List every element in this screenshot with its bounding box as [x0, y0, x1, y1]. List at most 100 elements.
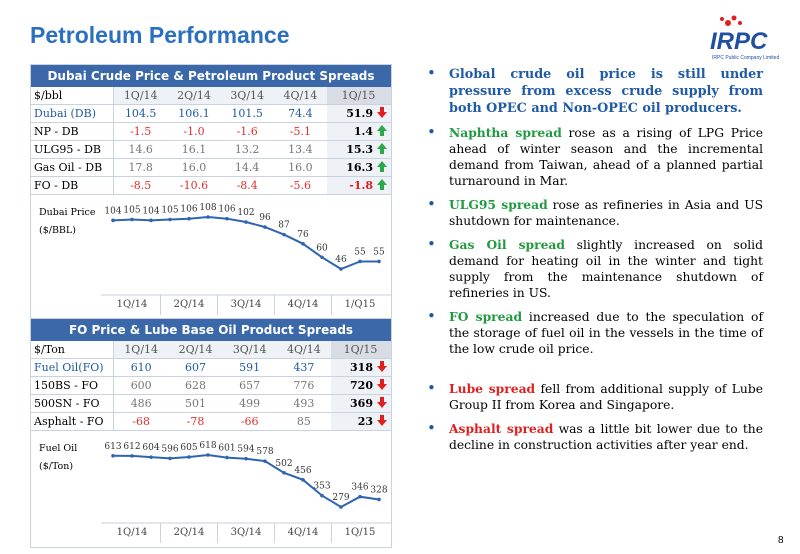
table-cell: 16.1 [167, 140, 221, 159]
point [111, 453, 115, 458]
table-cell: Dubai (DB) [31, 104, 114, 123]
trend-arrow [377, 397, 387, 408]
point [130, 454, 134, 458]
cell-text: 318 [350, 361, 373, 374]
header-row: $/Ton 1Q/14 2Q/14 3Q/14 4Q/14 1Q/15 [31, 341, 391, 359]
table-cell: 486 [113, 394, 169, 413]
bullet-highlight: FO spread [449, 309, 523, 324]
header-cell: 1Q/15 [326, 87, 391, 105]
data-label: 456 [294, 466, 311, 476]
chart-label: Dubai Price [39, 207, 96, 218]
point [263, 225, 267, 229]
panel-2: FO Price & Lube Base Oil Product Spreads… [30, 318, 392, 548]
line-chart: 1Q/14 2Q/14 3Q/14 4Q/14 1Q/15 Fuel Oil ($/Ton)… [39, 441, 391, 543]
table-row: Fuel Oil(FO) 610 607 591 437 318 [31, 358, 391, 377]
trend-arrow [377, 107, 387, 118]
table-cell: 501 [168, 394, 223, 413]
point [225, 455, 229, 460]
point [111, 218, 115, 223]
header-cell: $/bbl [31, 87, 114, 105]
table-cell: 776 [276, 376, 331, 395]
bullet-highlight: Naphtha spread [449, 125, 562, 140]
point [301, 242, 305, 246]
data-label: 96 [259, 213, 271, 223]
header-row: $/bbl 1Q/14 2Q/14 3Q/14 4Q/14 1Q/15 [31, 87, 391, 105]
data-label: 76 [297, 230, 309, 240]
point [206, 453, 210, 457]
cell-text: 51.9 [346, 107, 373, 120]
table-cell: 657 [222, 376, 277, 395]
table-row: 500SN - FO 486 501 499 493 369 [31, 394, 391, 413]
page-number: 8 [778, 535, 784, 546]
point [187, 216, 191, 221]
table: $/bbl 1Q/14 2Q/14 3Q/14 4Q/14 1Q/15 Dubai (DB)… [31, 87, 391, 195]
table-cell: NP - DB [31, 122, 114, 141]
table-cell: -68 [113, 412, 169, 431]
point [149, 455, 153, 459]
point [168, 217, 172, 222]
data-label: 105 [123, 206, 140, 216]
table-cell: 628 [168, 376, 223, 395]
arrow-shape [377, 361, 387, 372]
point [377, 259, 381, 264]
panel-1: Dubai Crude Price & Petroleum Product Sp… [30, 64, 392, 322]
table-cell: 500SN - FO [31, 394, 114, 413]
table-cell: 51.9 [326, 104, 391, 123]
x-label: 1/Q15 [345, 299, 376, 310]
bullet-highlight: Asphalt spread [449, 421, 554, 436]
data-label: 594 [237, 445, 254, 455]
point [339, 505, 343, 509]
bullet-text: was a little bit lower due to the declin… [449, 422, 763, 452]
header-cell: 1Q/14 [113, 341, 169, 359]
line-chart: 1Q/14 2Q/14 3Q/14 4Q/14 1/Q15 Dubai Price ($/B… [39, 203, 391, 315]
bullet: Lube spread fell from additional supply … [425, 380, 763, 413]
trend-arrow [377, 415, 387, 426]
bullet-highlight: Lube spread [449, 381, 536, 396]
logo-dots [720, 15, 742, 26]
table-cell: -1.6 [220, 122, 274, 141]
header-cell: 3Q/14 [220, 87, 274, 105]
header-cell: 2Q/14 [167, 87, 221, 105]
bullet: ULG95 spread rose as refineries in Asia … [425, 196, 764, 229]
table-cell: 369 [330, 394, 391, 413]
table-cell: 101.5 [220, 104, 274, 123]
table-cell: FO - DB [31, 176, 114, 195]
logo-subtext: IRPC Public Company Limited [712, 55, 780, 61]
trend-arrow [377, 125, 387, 136]
bullet-text: rose as refineries in Asia and US shutdo… [449, 198, 764, 228]
bullet: Naphtha spread rose as a rising of LPG P… [425, 124, 763, 189]
table: $/Ton 1Q/14 2Q/14 3Q/14 4Q/14 1Q/15 Fuel Oil(F… [31, 341, 391, 431]
header-cell: $/Ton [31, 341, 114, 359]
table-cell: 591 [222, 358, 277, 377]
data-label: 87 [278, 221, 290, 231]
cell-text: 1.4 [353, 125, 373, 138]
arrow-shape [377, 143, 387, 154]
table-cell: Fuel Oil(FO) [31, 358, 114, 377]
table-cell: 17.8 [113, 158, 168, 177]
data-label: 104 [104, 206, 121, 216]
cell-text: 16.3 [346, 161, 373, 174]
point [149, 218, 153, 223]
trend-arrow [377, 161, 387, 172]
bullet-text: rose as a rising of LPG Price ahead of w… [449, 126, 763, 188]
table-row: Dubai (DB) 104.5 106.1 101.5 74.4 51.9 [31, 104, 391, 123]
point [263, 459, 267, 463]
table-cell: -1.8 [326, 176, 391, 195]
table-cell: ULG95 - DB [31, 140, 114, 159]
data-label: 578 [256, 447, 273, 457]
data-label: 613 [104, 442, 121, 452]
bullet: Asphalt spread was a little bit lower du… [425, 420, 763, 453]
table-cell: 1.4 [326, 122, 391, 141]
cell-text: -1.8 [349, 179, 373, 192]
table-cell: 720 [330, 376, 391, 395]
data-label: 353 [313, 482, 330, 492]
x-label: 2Q/14 [174, 527, 205, 538]
table-cell: 318 [330, 358, 391, 377]
data-label: 55 [354, 247, 366, 257]
table-cell: 600 [113, 376, 169, 395]
table-cell: 85 [276, 412, 331, 431]
table-cell: 16.3 [326, 158, 391, 177]
table-row: FO - DB -8.5 -10.6 -8.4 -5.6 -1.8 [31, 176, 391, 195]
point [130, 217, 134, 222]
arrow-shape [377, 107, 387, 118]
